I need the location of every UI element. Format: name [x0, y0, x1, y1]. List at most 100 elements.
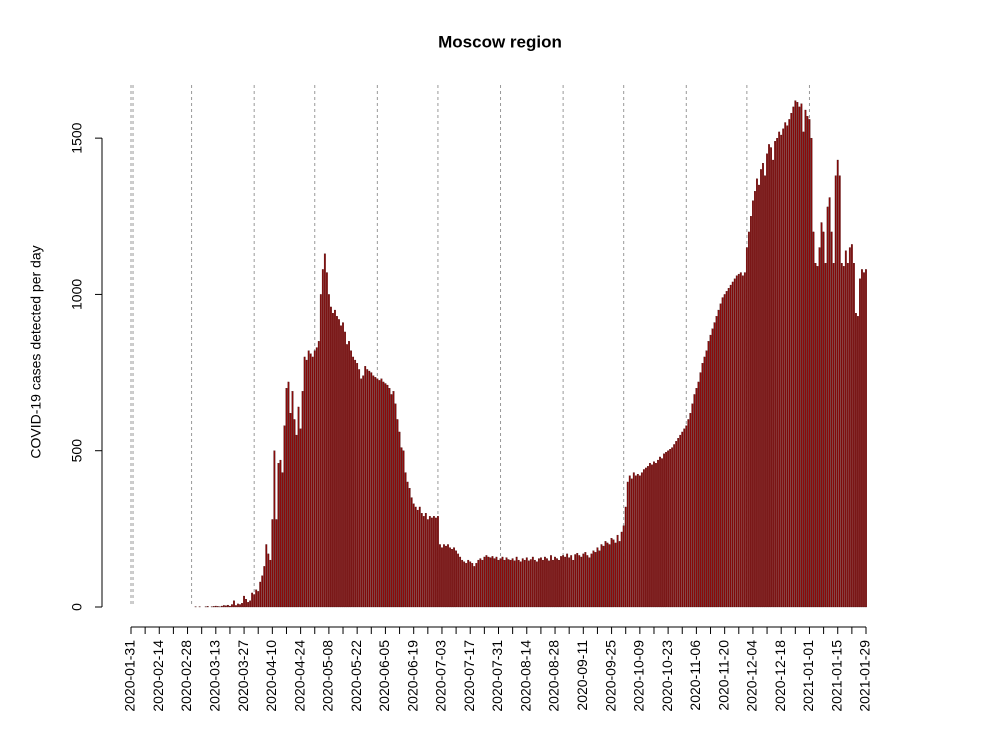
bar	[319, 294, 322, 608]
bar	[772, 159, 775, 608]
bar	[661, 458, 663, 608]
y-axis-label: COVID-19 cases detected per day	[28, 245, 44, 458]
bar	[384, 383, 387, 608]
bar	[311, 356, 314, 608]
x-tick-label: 2021-01-01	[800, 640, 816, 712]
x-tick-label: 2020-06-19	[404, 640, 420, 712]
bar	[406, 481, 409, 608]
bar	[247, 602, 250, 608]
bar	[846, 263, 849, 608]
bar	[441, 547, 443, 608]
bar	[852, 263, 855, 608]
bar	[659, 456, 661, 608]
bar	[235, 605, 237, 608]
bar	[570, 555, 573, 608]
bar	[822, 231, 825, 608]
bar	[606, 542, 609, 608]
bar	[824, 263, 827, 608]
bar	[848, 247, 851, 608]
bar	[651, 464, 653, 608]
bar	[439, 544, 441, 608]
bar	[487, 556, 490, 608]
bar	[291, 391, 294, 608]
bar	[782, 128, 785, 608]
bar	[463, 561, 466, 608]
bar	[727, 288, 730, 608]
y-tick-label: 500	[69, 439, 85, 463]
bar	[525, 557, 528, 608]
bar	[719, 303, 722, 608]
bar	[453, 547, 455, 608]
bar	[257, 591, 260, 608]
bar	[600, 544, 603, 608]
bar	[596, 547, 599, 608]
bar	[281, 472, 284, 608]
bar	[299, 428, 302, 608]
bar	[422, 516, 425, 608]
x-tick-label: 2020-09-11	[574, 640, 590, 711]
bar	[443, 544, 445, 608]
bar	[574, 554, 577, 608]
bar	[806, 116, 809, 608]
x-tick-label: 2020-07-31	[489, 640, 505, 712]
bar	[277, 463, 280, 608]
bar	[758, 184, 760, 608]
bar	[542, 559, 544, 608]
chart-title: Moscow region	[438, 32, 562, 51]
bar	[515, 556, 518, 608]
bar	[721, 297, 724, 608]
bar	[344, 331, 346, 608]
bar	[445, 545, 447, 608]
bar	[229, 605, 231, 608]
bar	[768, 144, 770, 608]
bar	[745, 247, 748, 608]
bar	[764, 175, 766, 608]
bar	[582, 553, 585, 608]
bar	[754, 191, 756, 608]
bar	[505, 557, 508, 608]
bar	[354, 359, 357, 608]
bar	[838, 175, 841, 608]
bar	[511, 558, 514, 608]
bar	[285, 388, 288, 608]
bar	[437, 516, 439, 608]
bar	[620, 531, 623, 608]
bar	[857, 316, 859, 608]
bar	[491, 556, 494, 608]
bar	[647, 466, 649, 608]
bar	[861, 269, 863, 608]
bar	[231, 604, 233, 608]
bar	[865, 269, 867, 608]
bar	[420, 513, 423, 608]
bar	[380, 378, 383, 608]
bar	[465, 563, 468, 608]
bar	[368, 370, 371, 608]
bar	[703, 356, 706, 608]
bar	[794, 100, 797, 608]
bar	[840, 263, 843, 608]
bar	[467, 559, 470, 608]
x-tick-label: 2020-04-24	[291, 640, 307, 712]
bar	[693, 394, 696, 608]
bar	[479, 558, 482, 608]
bar	[863, 272, 865, 608]
bar	[602, 545, 605, 608]
bar	[330, 306, 332, 608]
bar	[451, 549, 453, 608]
bar	[752, 200, 754, 608]
bar	[267, 553, 270, 608]
bar	[687, 419, 690, 608]
bar	[527, 560, 530, 608]
bar	[834, 175, 837, 608]
bar	[588, 557, 591, 608]
bar	[556, 558, 558, 608]
bar	[287, 381, 290, 608]
bar	[743, 272, 746, 608]
bar	[416, 509, 419, 608]
bar	[695, 388, 698, 608]
bar	[360, 378, 363, 608]
bar	[261, 575, 264, 608]
bar	[766, 153, 768, 608]
bar	[249, 600, 252, 608]
bar	[544, 556, 546, 608]
